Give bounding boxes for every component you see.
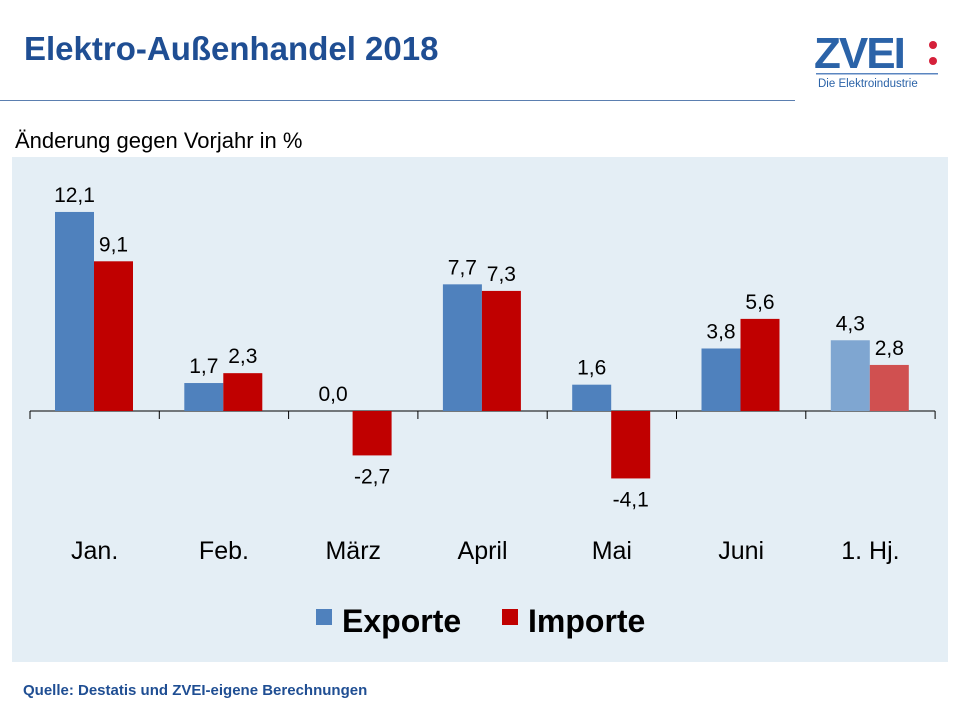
svg-text:Die Elektroindustrie: Die Elektroindustrie [818,78,918,90]
data-label-importe: 2,3 [228,345,257,368]
x-tick-label: Feb. [199,537,249,565]
bar-exporte [442,284,482,411]
bar-exporte [572,384,612,411]
data-label-importe: 5,6 [745,291,774,314]
bar-importe [94,261,133,411]
bar-importe [481,290,521,411]
zvei-logo: ZVEI Die Elektroindustrie [814,29,938,90]
data-label-exporte: 1,6 [577,357,606,380]
legend-swatch-importe [502,609,518,625]
svg-text:ZVEI: ZVEI [814,29,904,78]
bar-importe [223,373,263,411]
data-label-importe: -2,7 [354,465,390,488]
x-tick-label: April [458,537,508,565]
bar-importe [740,318,780,411]
bar-exporte [830,340,870,411]
data-label-exporte: 7,7 [448,256,477,279]
bar-importe [611,411,651,479]
bar-importe [869,364,909,411]
bar-importe [352,411,392,456]
data-label-importe: 9,1 [99,233,128,256]
x-tick-label: März [325,537,381,565]
data-label-exporte: 12,1 [54,184,95,207]
bar-chart: 12,1 9,1 Jan. 1,7 2,3 Feb. 0,0 -2,7 März 7,7 7,3 Ap… [29,184,936,639]
data-label-importe: -4,1 [613,488,649,511]
bar-exporte [184,383,224,411]
x-tick-label: Jan. [71,537,118,565]
bar-exporte [701,348,741,411]
data-label-exporte: 4,3 [836,312,865,335]
title-divider [0,100,795,101]
legend-swatch-exporte [316,609,332,625]
source-note: Quelle: Destatis und ZVEI-eigene Berechn… [23,682,368,699]
data-label-importe: 7,3 [487,263,516,286]
page-title: Elektro-Außenhandel 2018 [24,30,439,67]
legend-label-exporte: Exporte [342,603,461,639]
bar-exporte [55,211,94,411]
chart-subtitle: Änderung gegen Vorjahr in % [15,128,303,153]
x-tick-label: 1. Hj. [841,537,899,565]
data-label-exporte: 0,0 [318,383,347,406]
data-label-exporte: 1,7 [189,355,218,378]
chart-area: 12,1 9,1 Jan. 1,7 2,3 Feb. 0,0 -2,7 März 7,7 7,3 Ap… [12,157,948,662]
x-tick-label: Juni [718,537,764,565]
data-label-importe: 2,8 [875,337,904,360]
x-tick-label: Mai [592,537,632,565]
data-label-exporte: 3,8 [706,320,735,343]
legend-label-importe: Importe [528,603,645,639]
